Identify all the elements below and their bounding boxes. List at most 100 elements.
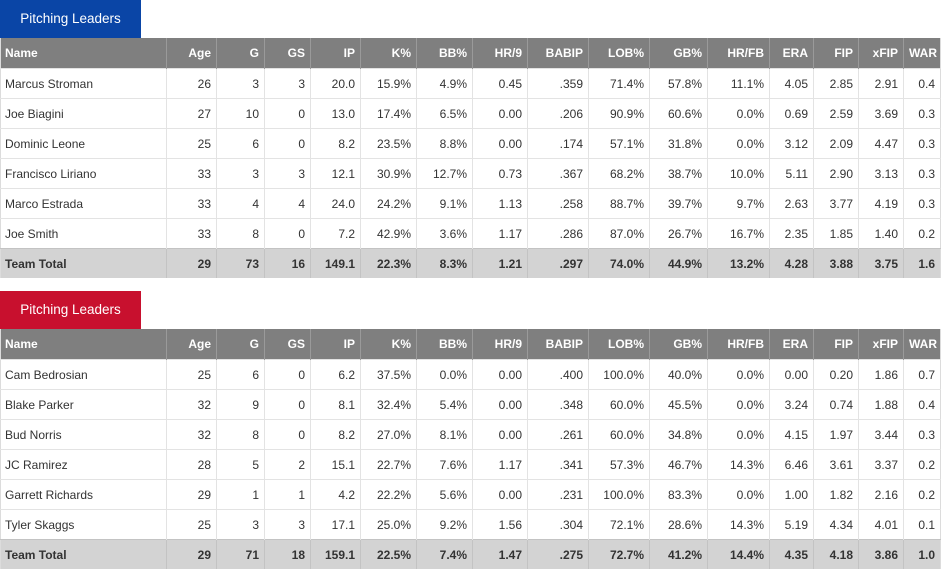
column-header-hr-fb[interactable]: HR/FB	[707, 38, 770, 69]
column-header-babip[interactable]: BABIP	[527, 329, 589, 360]
section-title-tab[interactable]: Pitching Leaders	[0, 0, 141, 38]
stat-cell: 74.0%	[588, 248, 650, 278]
column-header-fip[interactable]: FIP	[813, 329, 859, 360]
column-header-gb[interactable]: GB%	[649, 38, 708, 69]
stat-cell: 0	[264, 218, 311, 249]
column-header-hr-9[interactable]: HR/9	[472, 329, 528, 360]
column-header-era[interactable]: ERA	[769, 329, 814, 360]
stat-cell: 4.19	[858, 188, 904, 219]
column-header-gb[interactable]: GB%	[649, 329, 708, 360]
stat-cell: .286	[527, 218, 589, 249]
stat-cell: 28	[166, 449, 217, 480]
stat-cell: 57.8%	[649, 68, 708, 99]
column-header-bb[interactable]: BB%	[416, 38, 473, 69]
column-header-war[interactable]: WAR	[903, 38, 941, 69]
stat-cell: 3.13	[858, 158, 904, 189]
table-row: Joe Smith 33 8 0 7.2 42.9% 3.6% 1.17.286 87.0% 26…	[0, 218, 941, 249]
column-header-age[interactable]: Age	[166, 329, 217, 360]
stat-cell: 34.8%	[649, 419, 708, 450]
stat-cell: 8.3%	[416, 248, 473, 278]
column-header-xfip[interactable]: xFIP	[858, 329, 904, 360]
stat-cell: 1.17	[472, 449, 528, 480]
stat-cell: 33	[166, 188, 217, 219]
stat-cell: 8.1%	[416, 419, 473, 450]
stat-cell: 25.0%	[360, 509, 417, 540]
stat-cell: 20.0	[310, 68, 361, 99]
column-header-k[interactable]: K%	[360, 38, 417, 69]
column-header-hr-fb[interactable]: HR/FB	[707, 329, 770, 360]
column-header-ip[interactable]: IP	[310, 38, 361, 69]
column-header-k[interactable]: K%	[360, 329, 417, 360]
stat-cell: 17.1	[310, 509, 361, 540]
stat-cell: 3.44	[858, 419, 904, 450]
column-header-hr-9[interactable]: HR/9	[472, 38, 528, 69]
stat-cell: 4.28	[769, 248, 814, 278]
column-header-gs[interactable]: GS	[264, 38, 311, 69]
stat-cell: .275	[527, 539, 589, 569]
column-header-fip[interactable]: FIP	[813, 38, 859, 69]
stat-cell: 0.20	[813, 359, 859, 390]
column-header-g[interactable]: G	[216, 38, 265, 69]
column-header-ip[interactable]: IP	[310, 329, 361, 360]
column-header-lob[interactable]: LOB%	[588, 38, 650, 69]
table-row: Garrett Richards 29 1 1 4.2 22.2% 5.6% 0.00.231…	[0, 479, 941, 510]
stat-cell: .261	[527, 419, 589, 450]
pitching-leaders-section-2: Pitching Leaders Name Age G GS IP K% BB% HR/9 BA…	[0, 291, 941, 569]
column-header-bb[interactable]: BB%	[416, 329, 473, 360]
stat-cell: 3.86	[858, 539, 904, 569]
stat-cell: 87.0%	[588, 218, 650, 249]
column-header-g[interactable]: G	[216, 329, 265, 360]
column-header-era[interactable]: ERA	[769, 38, 814, 69]
stat-cell: 57.3%	[588, 449, 650, 480]
player-name-cell[interactable]: Bud Norris	[0, 419, 167, 450]
player-name-cell[interactable]: JC Ramirez	[0, 449, 167, 480]
stat-cell: 4.9%	[416, 68, 473, 99]
stat-cell: 3.77	[813, 188, 859, 219]
stat-cell: 7.6%	[416, 449, 473, 480]
stat-cell: 0.0%	[707, 389, 770, 420]
column-header-age[interactable]: Age	[166, 38, 217, 69]
player-name-cell[interactable]: Joe Smith	[0, 218, 167, 249]
column-header-war[interactable]: WAR	[903, 329, 941, 360]
stat-cell: 29	[166, 248, 217, 278]
stat-cell: 0.0%	[416, 359, 473, 390]
stat-cell: 0.3	[903, 188, 941, 219]
column-header-name[interactable]: Name	[0, 38, 167, 69]
table-header-row: Name Age G GS IP K% BB% HR/9 BABIP LOB% GB% HR/FB ER…	[0, 329, 941, 360]
column-header-gs[interactable]: GS	[264, 329, 311, 360]
stat-cell: 1.21	[472, 248, 528, 278]
column-header-xfip[interactable]: xFIP	[858, 38, 904, 69]
column-header-babip[interactable]: BABIP	[527, 38, 589, 69]
player-name-cell[interactable]: Francisco Liriano	[0, 158, 167, 189]
stat-cell: 1	[264, 479, 311, 510]
table-header-row: Name Age G GS IP K% BB% HR/9 BABIP LOB% GB% HR/FB ER…	[0, 38, 941, 69]
column-header-lob[interactable]: LOB%	[588, 329, 650, 360]
player-name-cell[interactable]: Tyler Skaggs	[0, 509, 167, 540]
stat-cell: 46.7%	[649, 449, 708, 480]
player-name-cell[interactable]: Cam Bedrosian	[0, 359, 167, 390]
stat-cell: 73	[216, 248, 265, 278]
stat-cell: 0.00	[472, 359, 528, 390]
player-name-cell[interactable]: Marcus Stroman	[0, 68, 167, 99]
stat-cell: 3.61	[813, 449, 859, 480]
stat-cell: 3.12	[769, 128, 814, 159]
stat-cell: 33	[166, 158, 217, 189]
column-header-name[interactable]: Name	[0, 329, 167, 360]
player-name-cell[interactable]: Garrett Richards	[0, 479, 167, 510]
pitching-leaders-section-1: Pitching Leaders Name Age G GS IP K% BB% HR/9 BA…	[0, 0, 941, 278]
stat-cell: 4.47	[858, 128, 904, 159]
stat-cell: 1.85	[813, 218, 859, 249]
stat-cell: 4.15	[769, 419, 814, 450]
player-name-cell[interactable]: Dominic Leone	[0, 128, 167, 159]
player-name-cell[interactable]: Joe Biagini	[0, 98, 167, 129]
table-row: Marco Estrada 33 4 4 24.0 24.2% 9.1% 1.13.258 88…	[0, 188, 941, 219]
stat-cell: 32.4%	[360, 389, 417, 420]
stat-cell: 8.8%	[416, 128, 473, 159]
stat-cell: 12.7%	[416, 158, 473, 189]
stat-cell: .348	[527, 389, 589, 420]
stat-cell: 4.35	[769, 539, 814, 569]
section-title-tab[interactable]: Pitching Leaders	[0, 291, 141, 329]
player-name-cell[interactable]: Marco Estrada	[0, 188, 167, 219]
team-total-row: Team Total 29 73 16 149.1 22.3% 8.3% 1.21.297 74…	[0, 248, 941, 278]
player-name-cell[interactable]: Blake Parker	[0, 389, 167, 420]
